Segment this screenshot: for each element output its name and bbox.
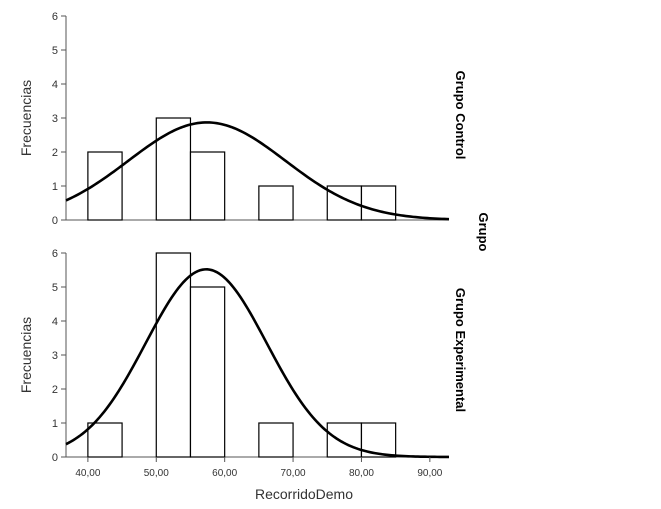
y-tick-label: 5 (52, 282, 58, 294)
histogram-bar (87, 151, 123, 221)
y-tick-label: 2 (52, 147, 58, 159)
x-tick-label: 40,00 (75, 468, 100, 479)
y-tick-label: 1 (52, 181, 58, 193)
x-tick-label: 90,00 (417, 468, 442, 479)
y-tick-label: 1 (52, 418, 58, 430)
x-axis-label: RecorridoDemo (255, 486, 353, 502)
y-tick-label: 6 (52, 248, 58, 260)
x-tick-label: 80,00 (349, 468, 374, 479)
panel-experimental: 0 1 2 3 4 5 6 Frecuencias Grupo Experimental 40,0… (18, 248, 468, 479)
histogram-bar (155, 117, 192, 221)
y-tick-label: 0 (52, 452, 58, 464)
histogram-bar (189, 151, 226, 221)
facet-variable-label: Grupo (476, 213, 491, 252)
x-tick-label: 70,00 (281, 468, 306, 479)
y-tick-label: 5 (52, 45, 58, 57)
x-tick-label: 60,00 (212, 468, 237, 479)
facet-panel-label: Grupo Experimental (453, 288, 468, 412)
histogram-bar (258, 422, 294, 458)
y-axis-label: Frecuencias (18, 317, 34, 393)
histogram-bar (189, 286, 226, 458)
normal-curve (65, 121, 450, 221)
y-tick-label: 3 (52, 350, 58, 362)
panel-control: 0 1 2 3 4 5 6 Frecuencias Grupo Control (18, 11, 468, 227)
y-axis-label: Frecuencias (18, 80, 34, 156)
histogram-bar (87, 422, 123, 458)
y-tick-label: 4 (52, 79, 58, 91)
y-tick-label: 3 (52, 113, 58, 125)
histogram-bar (155, 252, 192, 458)
y-tick-label: 0 (52, 215, 58, 227)
x-tick-label: 50,00 (144, 468, 169, 479)
facet-panels: 0 1 2 3 4 5 6 Frecuencias Grupo Control 0 1 2 3 4 5 6 Fr… (18, 11, 468, 479)
facet-panel-label: Grupo Control (453, 71, 468, 160)
histogram-bar (326, 422, 363, 458)
y-tick-label: 6 (52, 11, 58, 23)
y-tick-label: 2 (52, 384, 58, 396)
y-tick-label: 4 (52, 316, 58, 328)
normal-curve (65, 268, 450, 459)
histogram-bar (258, 185, 294, 221)
